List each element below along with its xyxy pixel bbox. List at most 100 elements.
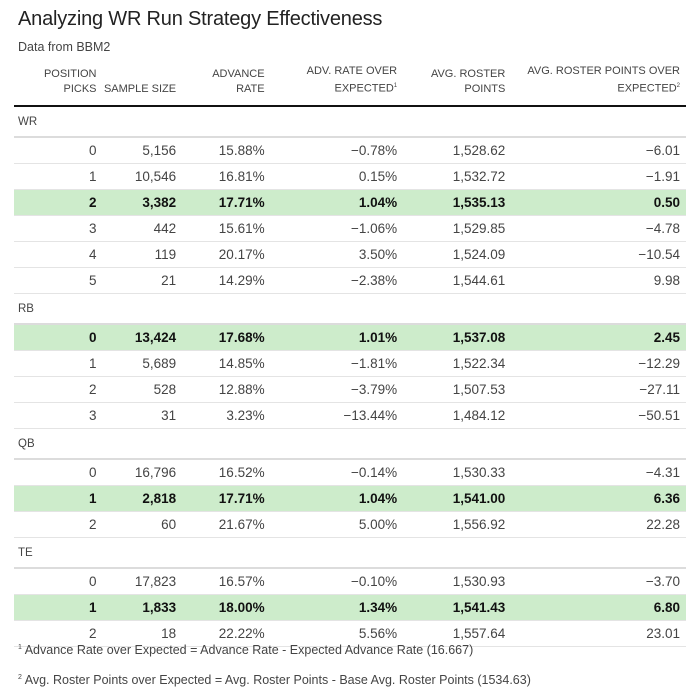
table-cell: −0.10% [270, 568, 404, 595]
footnote-marker: 2 [676, 83, 680, 90]
table-cell: −12.29 [511, 350, 686, 377]
table-cell: −6.01 [511, 137, 686, 164]
table-row-highlighted: 1 2,818 17.71% 1.04% 1,541.00 6.36 [14, 485, 686, 512]
table-cell: 1,535.13 [403, 189, 512, 216]
table-cell: −13.44% [270, 402, 404, 429]
table-cell: −1.81% [270, 350, 404, 377]
table-cell: 17,823 [102, 568, 183, 595]
table-cell: 1,530.33 [403, 459, 512, 486]
table-cell: 5 [14, 267, 103, 294]
table-cell: −0.78% [270, 137, 404, 164]
table-cell: −2.38% [270, 267, 404, 294]
table-cell: 12.88% [182, 376, 271, 403]
table-cell: 1,524.09 [403, 241, 512, 268]
table-cell: 1.04% [270, 485, 404, 512]
table-cell: 1 [14, 485, 103, 512]
table-cell: 1.04% [270, 189, 404, 216]
column-header: AVG. ROSTER POINTS OVER EXPECTED2 [511, 64, 686, 107]
table-cell: 16.52% [182, 459, 271, 486]
table-cell: 21 [102, 267, 183, 294]
table-cell: 22.28 [511, 511, 686, 538]
table-cell: 119 [102, 241, 183, 268]
table-cell: −1.91 [511, 163, 686, 190]
group-row: TE [14, 537, 686, 569]
chart-title: Analyzing WR Run Strategy Effectiveness [18, 8, 383, 30]
table-cell: 16.81% [182, 163, 271, 190]
table-cell: −1.06% [270, 215, 404, 242]
table-cell: 3,382 [102, 189, 183, 216]
table-cell: 5,689 [102, 350, 183, 377]
table-row: 0 16,796 16.52% −0.14% 1,530.33 −4.31 [14, 459, 686, 486]
table-row: 3 31 3.23% −13.44% 1,484.12 −50.51 [14, 402, 686, 429]
footnote-marker: 1 [393, 83, 398, 90]
group-label: RB [14, 293, 686, 325]
column-header: ADV. RATE OVER EXPECTED1 [270, 64, 404, 107]
table-cell: −50.51 [511, 402, 686, 429]
table-cell: 442 [102, 215, 183, 242]
table-cell: 3.23% [182, 402, 271, 429]
column-header-label: SAMPLE SIZE [103, 83, 177, 95]
table-cell: 16,796 [102, 459, 183, 486]
table-row-highlighted: 0 13,424 17.68% 1.01% 1,537.08 2.45 [14, 324, 686, 351]
table-cell: 2.45 [511, 324, 686, 351]
group-row: RB [14, 293, 686, 325]
table-cell: 20.17% [182, 241, 271, 268]
table-cell: 1,522.34 [403, 350, 512, 377]
table-cell: 13,424 [102, 324, 183, 351]
table-cell: 0 [14, 137, 103, 164]
table-cell: 1,544.61 [403, 267, 512, 294]
table-row: 5 21 14.29% −2.38% 1,544.61 9.98 [14, 267, 686, 294]
table-row: 3 442 15.61% −1.06% 1,529.85 −4.78 [14, 215, 686, 242]
table-cell: 17.71% [182, 189, 271, 216]
footnote: 2 Avg. Roster Points over Expected = Avg… [18, 664, 531, 694]
table-cell: 1,528.62 [403, 137, 512, 164]
table-row: 4 119 20.17% 3.50% 1,524.09 −10.54 [14, 241, 686, 268]
column-header: POSITION PICKS [14, 64, 103, 107]
header-row: POSITION PICKS SAMPLE SIZE ADVANCE RATE ADV… [14, 64, 686, 107]
table-cell: 0.15% [270, 163, 404, 190]
table-cell: 3 [14, 402, 103, 429]
table-cell: 1,557.64 [403, 620, 512, 647]
table-cell: 21.67% [182, 511, 271, 538]
table-row-highlighted: 2 3,382 17.71% 1.04% 1,535.13 0.50 [14, 189, 686, 216]
table-cell: 0.50 [511, 189, 686, 216]
column-header: SAMPLE SIZE [102, 64, 183, 107]
data-table: POSITION PICKS SAMPLE SIZE ADVANCE RATE ADV… [14, 64, 686, 647]
table-cell: 16.57% [182, 568, 271, 595]
column-header-label: POSITION PICKS [43, 68, 97, 95]
table-row: 0 5,156 15.88% −0.78% 1,528.62 −6.01 [14, 137, 686, 164]
footnote-text: Advance Rate over Expected = Advance Rat… [24, 643, 474, 658]
table-cell: 1,541.00 [403, 485, 512, 512]
group-label: QB [14, 428, 686, 460]
footnote-marker: 1 [18, 644, 22, 651]
table-cell: −27.11 [511, 376, 686, 403]
footnote: 1 Advance Rate over Expected = Advance R… [18, 634, 531, 664]
table-cell: 6.80 [511, 594, 686, 621]
table-cell: 22.22% [182, 620, 271, 647]
table-cell: 0 [14, 324, 103, 351]
table-row: 2 18 22.22% 5.56% 1,557.64 23.01 [14, 620, 686, 647]
footnote-marker: 2 [18, 674, 22, 682]
table-cell: 1.01% [270, 324, 404, 351]
table-cell: −3.70 [511, 568, 686, 595]
table-cell: 17.68% [182, 324, 271, 351]
table-cell: 1,530.93 [403, 568, 512, 595]
footnotes: 1 Advance Rate over Expected = Advance R… [18, 634, 531, 694]
table-cell: 1,532.72 [403, 163, 512, 190]
table-row-highlighted: 1 1,833 18.00% 1.34% 1,541.43 6.80 [14, 594, 686, 621]
table-cell: 3.50% [270, 241, 404, 268]
table-cell: 1,529.85 [403, 215, 512, 242]
table-cell: 2 [14, 376, 103, 403]
table-cell: 18.00% [182, 594, 271, 621]
table-cell: 1,507.53 [403, 376, 512, 403]
table-cell: 14.85% [182, 350, 271, 377]
table-cell: 1,556.92 [403, 511, 512, 538]
table-cell: 3 [14, 215, 103, 242]
chart-subtitle: Data from BBM2 [18, 40, 111, 54]
table-cell: 0 [14, 568, 103, 595]
table-cell: −10.54 [511, 241, 686, 268]
table-row: 1 5,689 14.85% −1.81% 1,522.34 −12.29 [14, 350, 686, 377]
table-cell: 528 [102, 376, 183, 403]
table-cell: 10,546 [102, 163, 183, 190]
group-label: TE [14, 537, 686, 569]
